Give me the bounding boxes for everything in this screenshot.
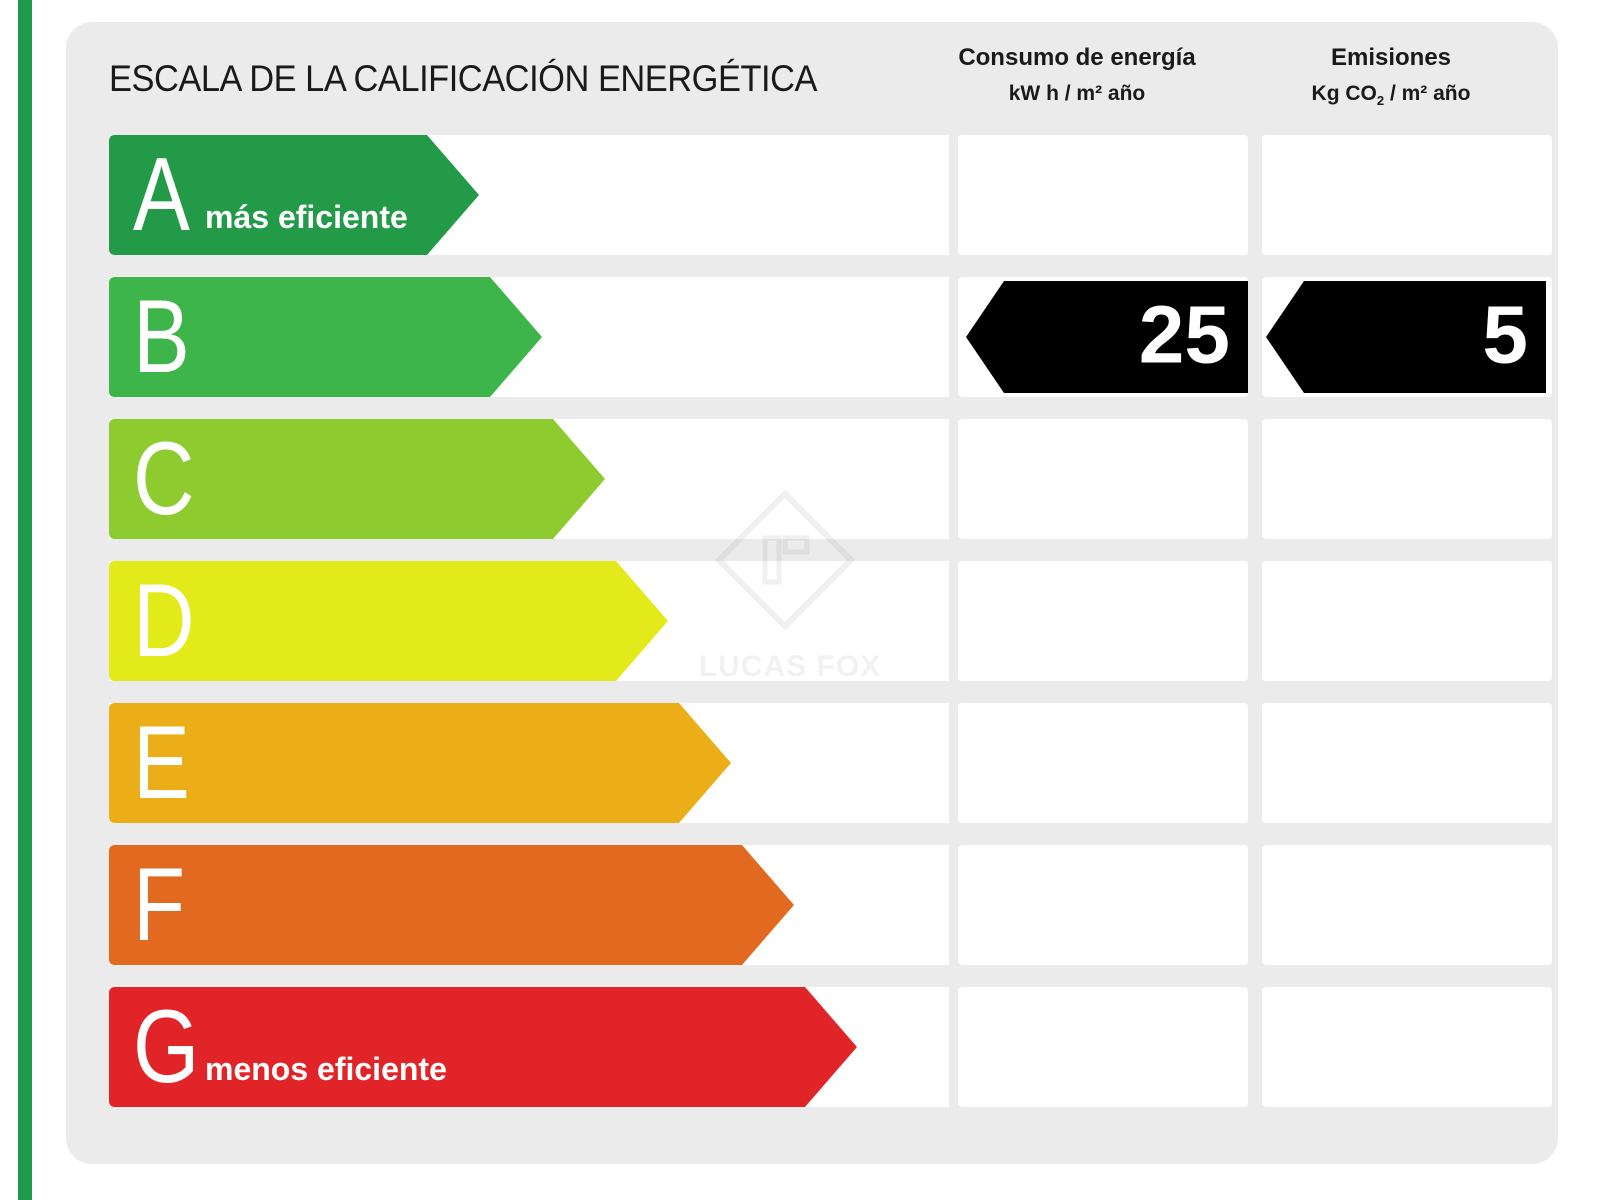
left-green-stripe — [18, 0, 32, 1200]
rating-letter-e: E — [133, 705, 190, 821]
emissions-column-title: Emisiones — [1330, 44, 1452, 71]
watermark-text: LUCAS FOX — [698, 650, 882, 683]
rating-arrow-c: C — [109, 419, 605, 539]
rating-subtitle-a: más eficiente — [205, 199, 408, 235]
rating-arrow-f: F — [109, 845, 794, 965]
rating-subtitle-g: menos eficiente — [205, 1051, 447, 1087]
energy-value-label: 25 — [1138, 289, 1230, 381]
rating-arrow-d: D — [109, 561, 668, 681]
energy-cell-d — [958, 561, 1248, 681]
energy-column-unit: kW h / m² año — [1008, 82, 1146, 105]
emissions-value-badge: 5 — [1266, 281, 1546, 393]
rating-letter-d: D — [133, 563, 195, 679]
emissions-cell-a — [1262, 135, 1552, 255]
rating-arrow-b: B — [109, 277, 542, 397]
energy-column-title: Consumo de energía — [958, 44, 1196, 71]
energy-column-header: Consumo de energía kW h / m² año — [948, 44, 1206, 106]
rating-letter-b: B — [133, 279, 190, 395]
emissions-cell-g — [1262, 987, 1552, 1107]
energy-cell-c — [958, 419, 1248, 539]
emissions-cell-c — [1262, 419, 1552, 539]
chart-title: ESCALA DE LA CALIFICACIÓN ENERGÉTICA — [109, 58, 817, 99]
rating-arrow-e: E — [109, 703, 731, 823]
energy-cell-f — [958, 845, 1248, 965]
energy-cell-a — [958, 135, 1248, 255]
rating-letter-g: G — [133, 989, 200, 1105]
emissions-cell-d — [1262, 561, 1552, 681]
energy-cell-e — [958, 703, 1248, 823]
rating-letter-f: F — [133, 847, 186, 963]
watermark-logo-icon — [715, 490, 855, 630]
energy-cell-g — [958, 987, 1248, 1107]
emissions-column-unit: Kg CO2 / m² año — [1311, 82, 1471, 109]
emissions-column-header: Emisiones Kg CO2 / m² año — [1262, 44, 1520, 108]
emissions-value-label: 5 — [1482, 289, 1528, 381]
emissions-cell-f — [1262, 845, 1552, 965]
emissions-cell-e — [1262, 703, 1552, 823]
energy-value-badge: 25 — [966, 281, 1248, 393]
rating-letter-c: C — [133, 421, 195, 537]
rating-letter-a: A — [133, 137, 190, 253]
